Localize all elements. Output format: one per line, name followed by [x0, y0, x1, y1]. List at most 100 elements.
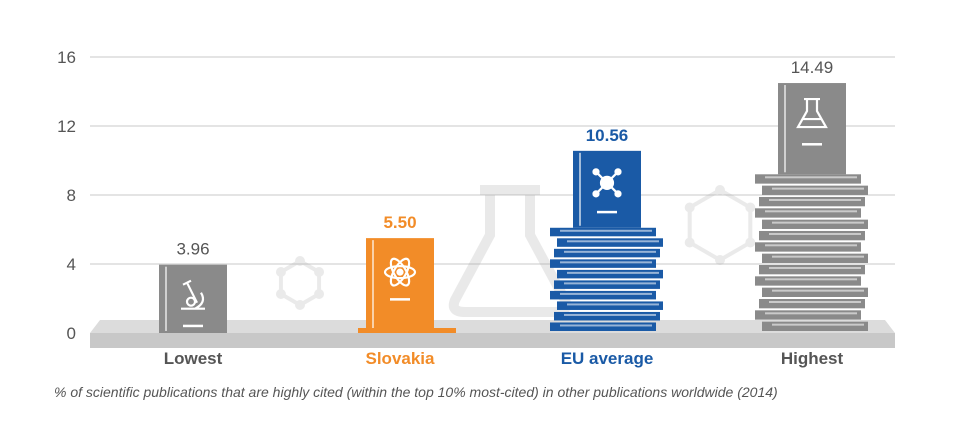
bar-value-label: 14.49: [791, 58, 834, 77]
bar-stack-page: [765, 278, 857, 281]
bar: [358, 238, 456, 333]
bar-title-line: [183, 324, 203, 328]
bar-stack-page: [772, 187, 864, 190]
bar-stack-book: [557, 269, 663, 279]
molecule-atom: [295, 300, 305, 310]
bar-stack-page: [564, 282, 656, 285]
bar-value-label: 3.96: [176, 240, 209, 259]
bar-book-spine: [165, 266, 167, 331]
icon-shape: [389, 257, 411, 287]
bar-stack-book: [762, 287, 868, 297]
bar-stack-book: [759, 230, 865, 241]
grid-lines: [90, 56, 895, 265]
bar-stack-page: [765, 312, 857, 315]
molecule-bond: [719, 188, 752, 210]
bar-book-spine: [579, 152, 581, 226]
bar-stack-book: [554, 248, 660, 258]
molecule-decoration: [684, 185, 756, 265]
bars: [159, 83, 868, 333]
bar-stack-book: [762, 219, 868, 229]
bar-stack-page: [564, 313, 656, 316]
bar-book: [778, 83, 846, 175]
bar-stack-book: [554, 280, 660, 289]
bar-stack-page: [564, 250, 656, 253]
bar-stack-book: [755, 208, 861, 218]
icon-shape: [592, 168, 600, 176]
molecule-bond: [688, 188, 721, 210]
bar-stack-book: [759, 298, 865, 309]
bar-title-line: [597, 210, 617, 214]
icon-shape: [599, 175, 615, 190]
bar-stack-page: [560, 229, 652, 232]
icon-shape: [185, 296, 197, 307]
category-label: Slovakia: [366, 349, 436, 368]
bar-stack-page: [769, 300, 861, 303]
bar-stack-book: [759, 196, 865, 207]
bar: [159, 264, 227, 333]
bar-stack-page: [567, 303, 659, 306]
bar-stack-page: [567, 240, 659, 243]
molecule-atom: [275, 289, 286, 299]
bar-stack-book: [755, 242, 861, 252]
atom-icon: [383, 257, 417, 287]
molecule-bond: [279, 259, 302, 274]
bar-stack-page: [560, 324, 652, 327]
bar-title-line: [802, 143, 822, 146]
bar: [755, 83, 868, 331]
bar-stack-book: [762, 185, 868, 195]
molecule-bond: [719, 240, 752, 262]
icon-shape: [389, 257, 411, 287]
floor-platform: [90, 333, 895, 348]
icon-shape: [796, 97, 828, 129]
background-decorations: [275, 185, 756, 317]
bar-book: [366, 238, 434, 333]
molecule-atom: [684, 202, 695, 213]
bar-stack-book: [762, 253, 868, 263]
molecule-atom: [314, 289, 325, 299]
molecule-atom: [684, 237, 695, 248]
molecule-atom: [715, 255, 725, 265]
bar-stack-page: [772, 289, 864, 292]
flask-icon: [796, 97, 828, 129]
category-label: Lowest: [164, 349, 223, 368]
bar-stack-page: [765, 244, 857, 247]
flask-outline: [448, 185, 572, 317]
icon-shape: [614, 168, 622, 176]
molecule-atom: [314, 267, 325, 277]
bar-base-book: [358, 328, 456, 333]
bar-stack-page: [769, 198, 861, 201]
bar-stack-page: [772, 221, 864, 224]
y-tick-label: 0: [67, 324, 76, 343]
bar-value-labels: 3.96 5.50 10.56 14.49: [176, 58, 833, 259]
icon-shape: [592, 190, 600, 198]
bar-stack-book: [557, 301, 663, 310]
y-axis-ticks: 0 4 8 12 16: [57, 48, 76, 343]
molecule-atom: [295, 256, 305, 266]
bar-stack-book: [550, 259, 656, 268]
molecule-bond: [298, 259, 321, 274]
icon-shape: [614, 190, 622, 198]
bar-stack-book: [755, 174, 861, 184]
bar-stack-book: [755, 310, 861, 320]
chart-caption: % of scientific publications that are hi…: [54, 384, 778, 400]
bar-book-spine: [784, 85, 786, 173]
microscope-icon: [181, 279, 205, 310]
icon-shape: [396, 268, 404, 276]
flask-decoration: [448, 185, 572, 317]
molecule-icon: [592, 168, 622, 198]
y-tick-label: 12: [57, 117, 76, 136]
y-tick-label: 4: [67, 255, 76, 274]
bar-stack-page: [560, 261, 652, 264]
category-label: EU average: [561, 349, 654, 368]
molecule-atom: [745, 202, 756, 213]
bar-stack-page: [765, 210, 857, 213]
molecule-atom: [275, 267, 286, 277]
bar-chart: 0 4 8 12 16 3.96 5.50 10.56 14.49 Lowest Slovaki…: [57, 48, 895, 368]
bar-stack-page: [765, 176, 857, 179]
floor-top: [90, 320, 895, 333]
molecule-bond: [279, 292, 302, 307]
bar: [550, 150, 663, 331]
bar-stack-page: [769, 266, 861, 269]
molecule-decoration: [275, 256, 325, 310]
bar-stack-page: [769, 232, 861, 235]
